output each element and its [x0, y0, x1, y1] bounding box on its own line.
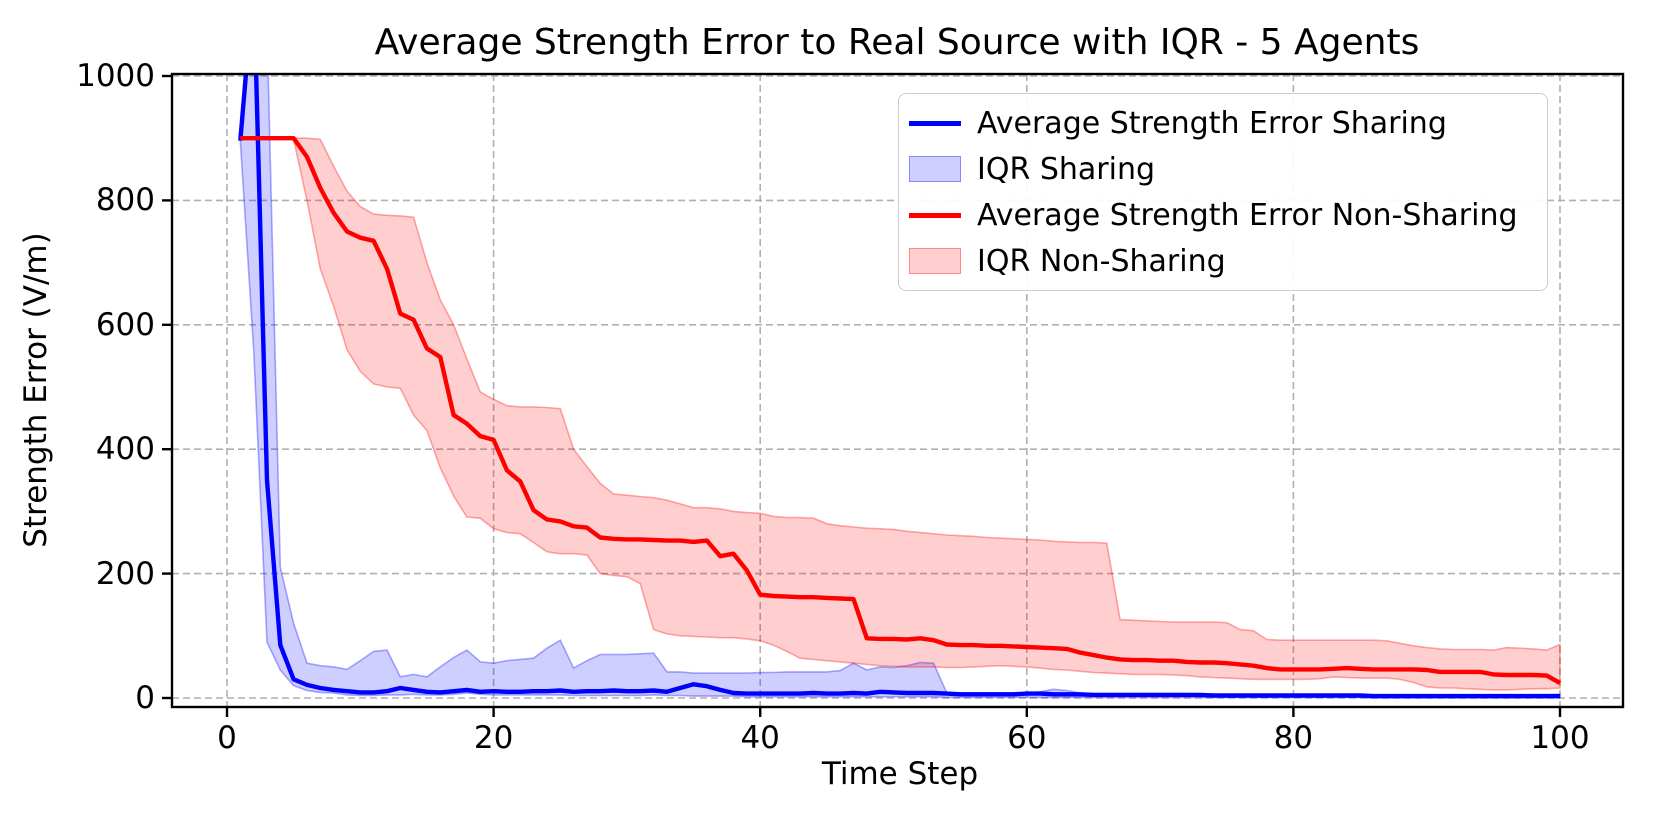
- legend-item: IQR Sharing: [909, 146, 1537, 192]
- patch-swatch-icon: [909, 248, 961, 274]
- x-tick-label: 0: [217, 720, 237, 756]
- x-tick-label: 80: [1273, 720, 1314, 756]
- legend-label: IQR Sharing: [977, 151, 1156, 187]
- chart-title: Average Strength Error to Real Source wi…: [374, 22, 1420, 63]
- legend-label: IQR Non-Sharing: [977, 243, 1226, 279]
- y-tick-label: 200: [95, 555, 155, 592]
- patch-swatch-icon: [909, 156, 961, 182]
- y-tick-label: 1000: [76, 58, 155, 94]
- legend-line-swatch: [909, 120, 961, 126]
- x-tick-label: 40: [740, 720, 780, 756]
- y-tick-label: 800: [95, 182, 155, 219]
- legend-box: Average Strength Error Sharing IQR Sharin…: [898, 93, 1548, 291]
- y-tick-label: 600: [95, 306, 155, 343]
- x-tick-label: 20: [473, 720, 514, 756]
- y-tick-label: 400: [95, 431, 155, 468]
- legend-patch-swatch: [909, 156, 961, 182]
- legend-line-swatch: [909, 212, 961, 218]
- x-tick-label: 60: [1007, 720, 1047, 756]
- legend-patch-swatch: [909, 248, 961, 274]
- legend-label: Average Strength Error Non-Sharing: [977, 197, 1518, 233]
- x-tick-label: 100: [1530, 720, 1590, 756]
- y-tick-label: 0: [135, 680, 155, 716]
- legend-label: Average Strength Error Sharing: [977, 105, 1447, 141]
- line-swatch-icon: [909, 120, 961, 126]
- line-swatch-icon: [909, 212, 961, 218]
- legend-item: Average Strength Error Sharing: [909, 100, 1537, 146]
- x-axis-label: Time Step: [821, 756, 979, 792]
- legend-item: IQR Non-Sharing: [909, 238, 1537, 284]
- y-axis-label: Strength Error (V/m): [18, 232, 54, 548]
- legend-item: Average Strength Error Non-Sharing: [909, 192, 1537, 238]
